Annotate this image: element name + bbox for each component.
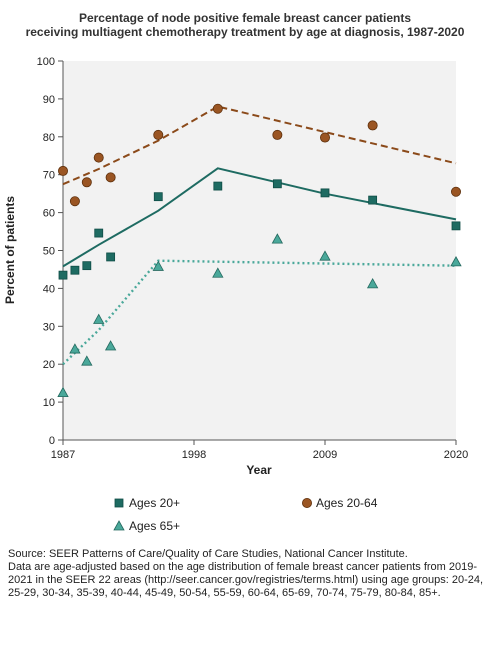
chart-title: Percentage of node positive female breas… [26,11,465,39]
y-tick-label: 30 [43,321,55,333]
data-point-circle [81,177,92,188]
data-point-circle [272,129,283,140]
chart-title-line-2: receiving multiagent chemotherapy treatm… [26,25,465,39]
y-tick-label: 40 [43,283,55,295]
chart-title-line-1: Percentage of node positive female breas… [79,11,411,25]
y-tick-label: 70 [43,170,55,182]
legend: Ages 20+ Ages 20-64 Ages 65+ [113,496,378,533]
x-tick-label: 2020 [444,449,468,461]
data-point-square [82,261,92,271]
legend-marker-ages-20-plus [114,498,124,508]
data-markers [57,103,462,398]
y-tick-label: 0 [49,435,55,447]
trend-line-square [62,167,457,268]
data-point-square [320,188,330,198]
y-tick-label: 10 [43,397,55,409]
source-note-line-1: Source: SEER Patterns of Care/Quality of… [8,548,408,560]
axes: 0 10 20 30 40 50 60 70 80 90 100 1987 1998 2009 2020 [37,56,469,461]
plot-area [63,61,456,440]
legend-label-ages-65-plus: Ages 65+ [129,519,180,533]
data-point-square [213,181,223,191]
data-point-triangle [152,260,164,271]
data-point-circle [58,165,69,176]
data-point-circle [367,120,378,131]
y-tick-label: 90 [43,94,55,106]
data-point-triangle [366,278,379,289]
trend-lines [62,105,457,366]
data-point-square [94,228,104,238]
data-point-circle [105,172,116,183]
data-point-square [58,270,68,280]
legend-label-ages-20-plus: Ages 20+ [129,496,180,510]
data-point-triangle [450,256,462,267]
trend-line-triangle [62,259,457,366]
x-tick-label: 1987 [51,449,75,461]
data-point-triangle [93,313,105,324]
data-point-triangle [271,233,284,244]
y-tick-label: 100 [37,56,55,68]
x-tick-label: 2009 [313,449,337,461]
data-point-square [153,192,163,202]
legend-label-ages-20-64: Ages 20-64 [316,496,378,510]
data-point-square [451,221,461,231]
y-axis-title: Percent of patients [3,196,17,304]
data-point-square [106,252,116,262]
y-tick-label: 20 [43,359,55,371]
data-point-triangle [212,267,224,278]
trend-line-circle [62,105,457,186]
data-point-triangle [81,355,93,366]
data-point-triangle [69,343,81,354]
data-point-circle [450,186,461,197]
data-point-circle [93,152,104,163]
data-point-triangle [57,386,69,398]
legend-marker-ages-65-plus [113,520,125,531]
data-point-triangle [319,250,331,261]
data-point-square [70,265,80,275]
chart: Percentage of node positive female breas… [3,11,469,533]
source-note-line-2: Data are age-adjusted based on the age d… [8,561,484,599]
source-note: Source: SEER Patterns of Care/Quality of… [8,548,486,600]
x-tick-label: 1998 [182,449,206,461]
y-tick-label: 60 [43,208,55,220]
x-axis-title: Year [246,463,272,477]
data-point-circle [69,196,80,207]
data-point-circle [212,103,223,114]
data-point-triangle [104,340,117,351]
y-tick-label: 50 [43,246,55,258]
data-point-circle [153,129,164,140]
data-point-square [272,179,282,189]
legend-marker-ages-20-64 [301,497,312,508]
data-point-square [368,195,378,205]
data-point-circle [319,132,330,143]
y-tick-label: 80 [43,132,55,144]
